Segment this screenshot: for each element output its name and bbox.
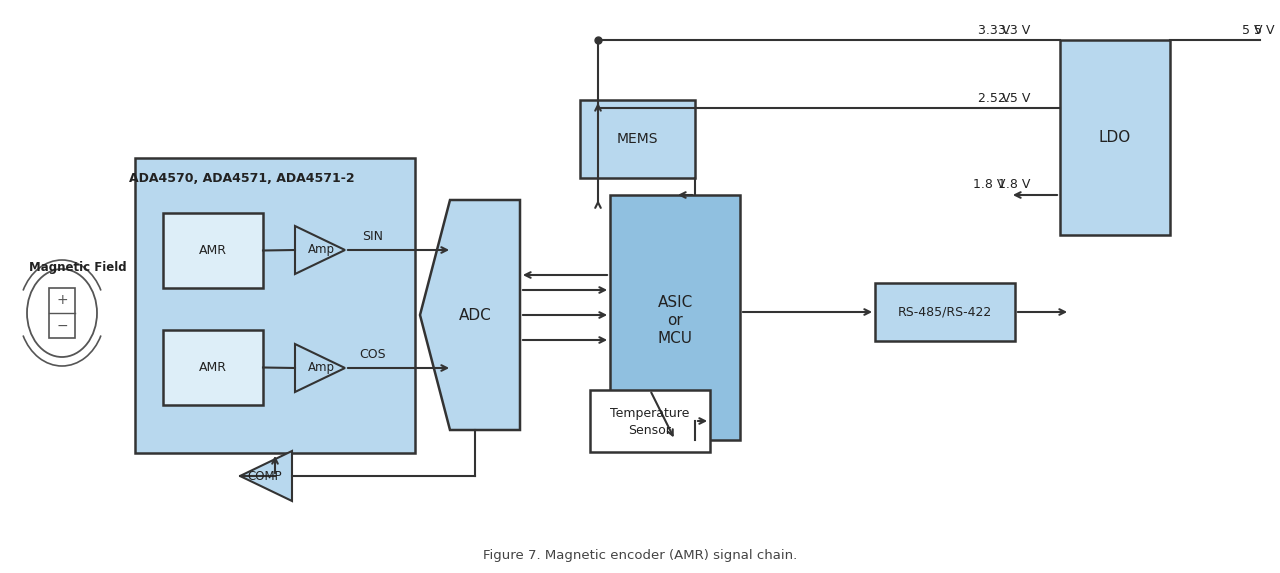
Text: COS: COS: [360, 348, 387, 362]
Polygon shape: [420, 200, 520, 430]
Text: 5 V: 5 V: [1242, 23, 1262, 37]
Polygon shape: [241, 451, 292, 501]
Polygon shape: [294, 344, 346, 392]
Text: AMR: AMR: [198, 361, 227, 374]
Text: Amp: Amp: [307, 362, 334, 375]
Bar: [611, 195, 740, 440]
Text: COMP: COMP: [247, 469, 283, 482]
Bar: [580, 100, 695, 178]
Text: Amp: Amp: [307, 244, 334, 257]
Text: 1.8 V: 1.8 V: [997, 179, 1030, 191]
Text: ASIC: ASIC: [658, 295, 692, 310]
Text: MEMS: MEMS: [617, 132, 658, 146]
Text: RS-485/RS-422: RS-485/RS-422: [897, 305, 992, 319]
Bar: [590, 390, 710, 452]
Text: Magnetic Field: Magnetic Field: [29, 261, 127, 274]
Text: 1.8 V: 1.8 V: [973, 179, 1005, 191]
Text: MCU: MCU: [658, 331, 692, 346]
Text: 2.5 V: 2.5 V: [997, 92, 1030, 104]
Bar: [163, 330, 262, 405]
Text: AMR: AMR: [198, 244, 227, 257]
Text: 2.5 V: 2.5 V: [978, 92, 1010, 104]
Text: SIN: SIN: [362, 230, 384, 244]
Text: Sensor: Sensor: [628, 423, 672, 437]
Bar: [163, 213, 262, 288]
Bar: [134, 158, 415, 453]
Text: or: or: [667, 313, 682, 328]
Text: 3.3 V: 3.3 V: [978, 23, 1010, 37]
Text: Figure 7. Magnetic encoder (AMR) signal chain.: Figure 7. Magnetic encoder (AMR) signal …: [483, 548, 797, 562]
Text: ADA4570, ADA4571, ADA4571-2: ADA4570, ADA4571, ADA4571-2: [128, 171, 355, 185]
Text: Temperature: Temperature: [611, 406, 690, 419]
Polygon shape: [294, 226, 346, 274]
Text: 3.3 V: 3.3 V: [997, 23, 1030, 37]
Text: +: +: [56, 293, 68, 307]
Text: −: −: [56, 319, 68, 333]
Text: LDO: LDO: [1098, 130, 1132, 145]
Bar: [49, 288, 76, 338]
Text: 5 V: 5 V: [1254, 23, 1275, 37]
Bar: [1060, 40, 1170, 235]
Text: ADC: ADC: [458, 308, 492, 323]
Bar: [876, 283, 1015, 341]
